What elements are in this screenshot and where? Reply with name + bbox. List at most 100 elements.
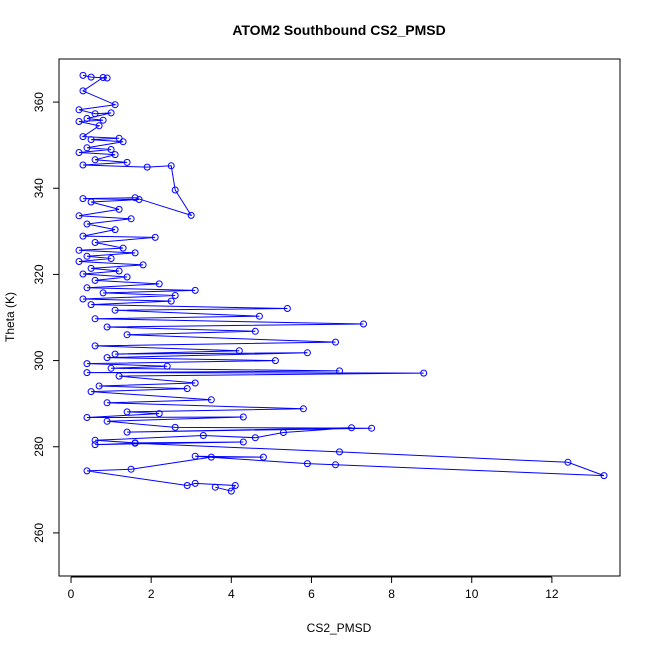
x-tick-label: 4 bbox=[228, 587, 235, 601]
data-point bbox=[83, 144, 91, 152]
data-point bbox=[420, 369, 428, 377]
data-point bbox=[83, 360, 91, 368]
data-point bbox=[75, 212, 83, 220]
data-point bbox=[79, 87, 87, 95]
y-tick-label: 360 bbox=[32, 92, 46, 112]
data-point bbox=[119, 244, 127, 252]
data-point bbox=[123, 273, 131, 281]
data-point bbox=[103, 354, 111, 362]
data-point bbox=[368, 424, 376, 432]
data-point bbox=[79, 195, 87, 203]
data-point bbox=[191, 286, 199, 294]
data-point bbox=[79, 232, 87, 240]
data-point bbox=[279, 429, 287, 436]
data-point bbox=[103, 323, 111, 331]
data-point bbox=[127, 465, 135, 473]
data-point bbox=[83, 284, 91, 292]
data-point bbox=[107, 109, 115, 117]
data-point bbox=[183, 385, 191, 393]
y-axis-title: Theta (K) bbox=[3, 292, 17, 342]
data-point bbox=[83, 220, 91, 228]
x-tick-label: 6 bbox=[308, 587, 315, 601]
data-point bbox=[75, 118, 83, 125]
data-point bbox=[91, 441, 99, 449]
data-point bbox=[127, 215, 135, 223]
chart-title: ATOM2 Southbound CS2_PMSD bbox=[232, 22, 445, 38]
data-point bbox=[123, 158, 131, 166]
data-point bbox=[91, 342, 99, 350]
data-point bbox=[171, 186, 179, 194]
data-point bbox=[183, 482, 191, 489]
data-point bbox=[115, 205, 123, 213]
data-point bbox=[91, 436, 99, 444]
data-point bbox=[303, 349, 311, 357]
data-point bbox=[83, 414, 91, 421]
data-point bbox=[99, 74, 107, 81]
data-point bbox=[135, 196, 143, 203]
data-point bbox=[271, 357, 279, 365]
data-point bbox=[283, 305, 291, 312]
data-point bbox=[211, 483, 219, 491]
data-point bbox=[600, 472, 608, 480]
data-point bbox=[87, 264, 95, 272]
data-point bbox=[171, 292, 179, 299]
data-point bbox=[360, 320, 367, 328]
data-point bbox=[83, 115, 91, 122]
data-point bbox=[107, 255, 115, 262]
data-point bbox=[91, 315, 99, 323]
data-point bbox=[107, 364, 115, 372]
data-point bbox=[83, 252, 91, 260]
data-point bbox=[103, 417, 111, 425]
data-point bbox=[87, 198, 95, 206]
x-tick-label: 8 bbox=[388, 587, 395, 601]
data-point bbox=[79, 71, 87, 79]
data-point bbox=[111, 151, 119, 159]
data-point bbox=[103, 74, 111, 82]
x-axis: 0 2 4 6 8 10 12 bbox=[68, 576, 559, 601]
series-line bbox=[78, 74, 605, 492]
data-point bbox=[151, 233, 159, 241]
data-point bbox=[155, 410, 163, 418]
data-point bbox=[227, 487, 235, 495]
y-tick-label: 320 bbox=[32, 264, 46, 284]
data-point bbox=[123, 408, 131, 416]
data-point bbox=[332, 338, 339, 346]
data-point bbox=[564, 458, 572, 466]
x-axis-title: CS2_PMSD bbox=[307, 621, 372, 635]
data-point bbox=[171, 423, 179, 431]
data-point bbox=[259, 453, 267, 461]
data-point bbox=[83, 369, 91, 377]
data-point bbox=[111, 226, 119, 234]
x-tick-label: 2 bbox=[148, 587, 155, 601]
data-point bbox=[79, 161, 87, 169]
data-point bbox=[119, 138, 127, 146]
data-point bbox=[91, 239, 99, 246]
data-point bbox=[143, 163, 151, 171]
data-point bbox=[163, 362, 171, 370]
data-point bbox=[91, 156, 99, 164]
data-point bbox=[167, 162, 175, 170]
data-point bbox=[103, 399, 111, 407]
data-point bbox=[115, 372, 123, 380]
data-point bbox=[75, 258, 83, 265]
data-point bbox=[131, 249, 139, 257]
data-point bbox=[139, 261, 147, 269]
data-point bbox=[107, 146, 115, 153]
data-point bbox=[111, 101, 119, 109]
y-tick-label: 260 bbox=[32, 523, 46, 543]
data-point bbox=[239, 438, 247, 446]
data-point bbox=[191, 452, 199, 460]
data-point bbox=[87, 73, 95, 81]
data-point bbox=[191, 379, 199, 387]
data-point bbox=[207, 453, 215, 461]
data-point bbox=[251, 327, 259, 335]
data-point bbox=[111, 306, 119, 314]
data-point bbox=[87, 301, 95, 309]
data-point bbox=[255, 312, 263, 320]
plot-area bbox=[75, 71, 608, 495]
data-point bbox=[95, 382, 103, 390]
data-point bbox=[75, 106, 83, 114]
x-tick-label: 10 bbox=[465, 587, 479, 601]
data-point bbox=[79, 295, 87, 303]
